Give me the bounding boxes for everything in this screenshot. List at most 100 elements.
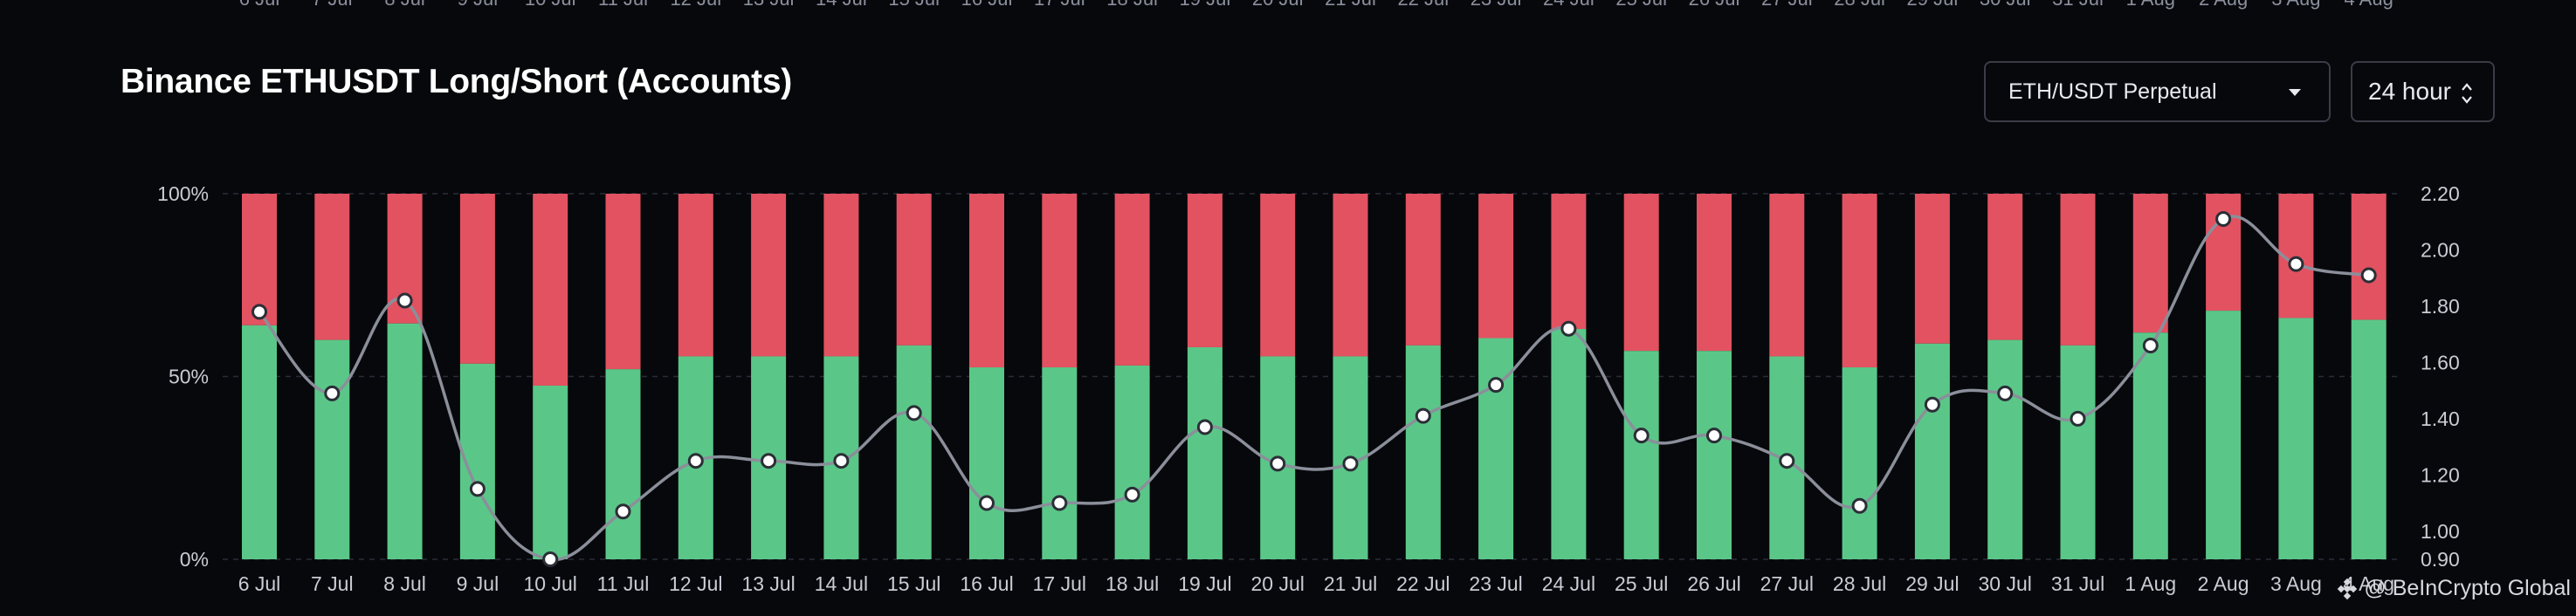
long-bar xyxy=(1478,338,1514,559)
long-bar xyxy=(242,325,277,559)
pair-select-value: ETH/USDT Perpetual xyxy=(2008,79,2217,104)
top-axis-tick-label: 26 Jul xyxy=(1689,0,1740,10)
long-bar xyxy=(1114,365,1150,559)
y-left-tick-label: 50% xyxy=(169,366,209,388)
x-tick-label: 11 Jul xyxy=(597,572,650,595)
x-tick-label: 12 Jul xyxy=(669,572,722,595)
ratio-point xyxy=(2142,338,2159,354)
top-axis-tick-label: 2 Aug xyxy=(2199,0,2248,10)
short-bar xyxy=(533,194,568,386)
short-bar xyxy=(1914,194,1950,344)
long-bar xyxy=(2278,318,2314,559)
x-tick-label: 17 Jul xyxy=(1033,572,1086,595)
ratio-point xyxy=(761,453,777,469)
ratio-point xyxy=(1851,497,1868,514)
y-left-tick-label: 100% xyxy=(157,182,209,205)
ratio-point xyxy=(979,495,995,511)
ratio-point xyxy=(1997,385,2014,401)
long-bar xyxy=(1987,339,2023,559)
y-right-tick-label: 1.60 xyxy=(2421,351,2460,373)
x-tick-label: 31 Jul xyxy=(2051,572,2104,595)
ratio-point xyxy=(1779,453,1795,469)
x-tick-label: 8 Jul xyxy=(383,572,426,595)
x-tick-label: 19 Jul xyxy=(1178,572,1231,595)
top-axis-tick-label: 23 Jul xyxy=(1471,0,1522,10)
interval-select-value: 24 hour xyxy=(2368,78,2451,105)
top-axis-tick-label: 16 Jul xyxy=(961,0,1013,10)
long-bar xyxy=(605,369,641,559)
long-bar xyxy=(1842,367,1877,559)
ratio-point xyxy=(615,503,631,520)
x-tick-label: 10 Jul xyxy=(524,572,577,595)
short-bar xyxy=(1478,194,1514,339)
ratio-point xyxy=(1560,320,1577,337)
top-axis-tick-labels: 6 Jul 7 Jul 8 Jul 9 Jul 10 Jul 11 Jul 12 Jul 13… xyxy=(0,0,2576,12)
x-tick-label: 25 Jul xyxy=(1615,572,1668,595)
short-bar xyxy=(1842,194,1877,368)
top-axis-tick-label: 29 Jul xyxy=(1907,0,1959,10)
x-tick-label: 1 Aug xyxy=(2125,572,2176,595)
top-axis-tick-label: 3 Aug xyxy=(2271,0,2320,10)
top-axis-tick-label: 4 Aug xyxy=(2345,0,2393,10)
short-bar xyxy=(459,194,495,364)
x-tick-label: 20 Jul xyxy=(1251,572,1305,595)
top-axis-tick-label: 31 Jul xyxy=(2052,0,2104,10)
short-bar xyxy=(2132,194,2168,333)
top-axis-tick-label: 24 Jul xyxy=(1543,0,1595,10)
ratio-point xyxy=(324,385,341,401)
page-title: Binance ETHUSDT Long/Short (Accounts) xyxy=(121,63,792,100)
short-bar xyxy=(1187,194,1223,347)
ratio-point xyxy=(1270,455,1286,472)
x-tick-label: 23 Jul xyxy=(1469,572,1522,595)
x-tick-label: 16 Jul xyxy=(960,572,1013,595)
ratio-point xyxy=(2070,410,2086,427)
x-tick-label: 18 Jul xyxy=(1105,572,1159,595)
top-axis-tick-label: 28 Jul xyxy=(1834,0,1885,10)
x-tick-label: 4 Aug xyxy=(2343,572,2394,595)
y-right-tick-label: 0.90 xyxy=(2421,548,2460,571)
short-bar xyxy=(314,194,350,340)
x-tick-label: 6 Jul xyxy=(238,572,281,595)
short-bar xyxy=(751,194,787,357)
ratio-point xyxy=(1488,377,1505,394)
top-axis-tick-label: 15 Jul xyxy=(888,0,940,10)
ratio-point xyxy=(906,405,922,421)
y-right-tick-label: 1.20 xyxy=(2421,463,2460,486)
y-right-tick-label: 1.00 xyxy=(2421,520,2460,543)
chevron-down-icon xyxy=(2289,89,2301,96)
top-axis-tick-label: 20 Jul xyxy=(1252,0,1304,10)
short-bar xyxy=(1987,194,2023,340)
ratio-point xyxy=(2215,211,2232,228)
short-bar xyxy=(969,194,1004,368)
x-tick-label: 13 Jul xyxy=(741,572,795,595)
interval-select-dropdown[interactable]: 24 hour xyxy=(2351,61,2495,122)
ratio-point xyxy=(1124,486,1140,503)
short-bar xyxy=(1697,194,1732,352)
top-axis-tick-label: 9 Jul xyxy=(458,0,498,10)
short-bar xyxy=(1114,194,1150,366)
long-bar xyxy=(2206,311,2242,559)
pair-select-dropdown[interactable]: ETH/USDT Perpetual xyxy=(1984,61,2331,122)
x-tick-label: 22 Jul xyxy=(1396,572,1450,595)
ratio-point xyxy=(1415,407,1431,424)
long-bar xyxy=(1697,351,1732,559)
top-axis-tick-label: 11 Jul xyxy=(598,0,648,10)
x-tick-label: 24 Jul xyxy=(1542,572,1595,595)
x-tick-label: 15 Jul xyxy=(887,572,940,595)
short-bar xyxy=(1333,194,1368,357)
ratio-point xyxy=(251,304,267,320)
ratio-point xyxy=(687,453,704,469)
top-axis-tick-label: 19 Jul xyxy=(1180,0,1231,10)
top-axis-tick-label: 30 Jul xyxy=(1980,0,2031,10)
x-tick-label: 30 Jul xyxy=(1979,572,2032,595)
long-bar xyxy=(1623,351,1659,559)
short-bar xyxy=(242,194,277,325)
y-right-tick-label: 2.20 xyxy=(2421,182,2460,205)
short-bar xyxy=(678,194,713,357)
top-axis-tick-label: 22 Jul xyxy=(1397,0,1449,10)
ratio-line xyxy=(258,215,2369,561)
ratio-point xyxy=(1342,455,1359,472)
short-bar xyxy=(1769,194,1805,357)
y-right-tick-label: 2.00 xyxy=(2421,238,2460,261)
short-bar xyxy=(2060,194,2096,346)
